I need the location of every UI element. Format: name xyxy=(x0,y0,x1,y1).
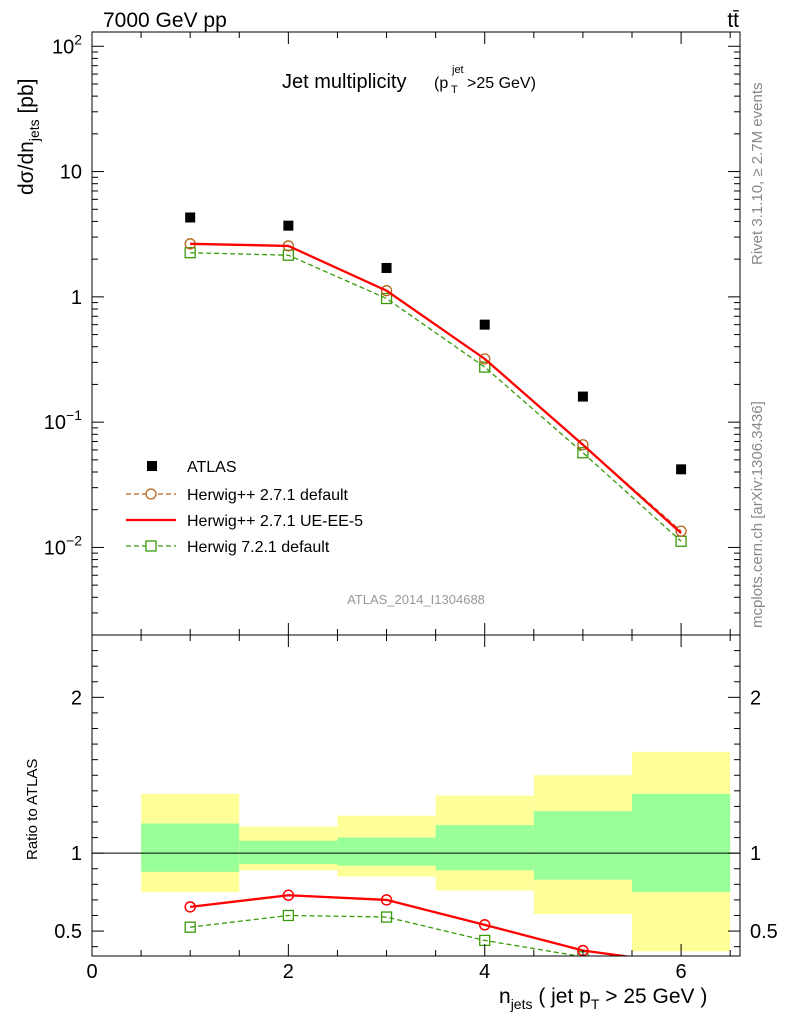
legend: ATLAS Herwig++ 2.7.1 default Herwig++ 2.7.… xyxy=(126,459,363,556)
legend-marker-herwigpp_default xyxy=(145,488,157,500)
ratio-line-herwigpp_ueee5 xyxy=(190,894,632,956)
uncertainty-band-inner xyxy=(435,825,534,871)
main-y-tick-label: 1 xyxy=(71,287,82,309)
process-label: tt̄ xyxy=(727,9,739,32)
atlas-data-point xyxy=(676,464,687,475)
main-point-herwig721 xyxy=(184,247,196,259)
svg-text:>25 GeV): >25 GeV) xyxy=(467,75,536,92)
atlas-data-point xyxy=(479,319,490,330)
legend-label-herwigpp_ueee5: Herwig++ 2.7.1 UE-EE-5 xyxy=(187,513,363,530)
uncertainty-band-inner xyxy=(533,811,632,880)
uncertainty-band-inner xyxy=(141,823,240,872)
uncertainty-band-inner xyxy=(337,837,436,866)
rivet-label: Rivet 3.1.10, ≥ 2.7M events xyxy=(749,83,766,266)
ratio-y-tick-label-right: 1 xyxy=(750,843,761,865)
svg-text:T: T xyxy=(451,84,458,96)
main-point-herwig721 xyxy=(577,447,589,459)
x-axis-label: njets ( jet pT > 25 GeV ) xyxy=(499,985,707,1012)
main-y-tick-exponent: −2 xyxy=(66,532,82,548)
atlas-data-point xyxy=(283,220,294,231)
ratio-point-herwig721 xyxy=(380,911,393,923)
atlas-data-point xyxy=(381,262,392,273)
ratio-ticks: 0.5 0.5 1 1 2 2 0 2 4 6 xyxy=(54,635,778,983)
main-y-axis-label: dσ/dnjets [pb] xyxy=(15,78,42,195)
ratio-point-herwig721 xyxy=(282,909,295,922)
main-y-tick-label: 10−1 xyxy=(44,407,82,434)
analysis-id: ATLAS_2014_I1304688 xyxy=(347,592,485,607)
main-point-herwig721 xyxy=(380,292,393,305)
main-y-tick-label: 10 xyxy=(60,162,82,184)
main-point-herwigpp_default xyxy=(380,285,393,297)
main-y-tick-label: 102 xyxy=(52,31,82,58)
ratio-point-herwigpp_ueee5 xyxy=(282,889,295,901)
source-label: mcplots.cern.ch [arXiv:1306.3436] xyxy=(749,401,766,628)
legend-label-atlas: ATLAS xyxy=(187,459,237,476)
ratio-point-herwigpp_ueee5 xyxy=(380,894,393,906)
legend-label-herwig721: Herwig 7.2.1 default xyxy=(187,539,330,556)
svg-text:njets ( jet pT > 25 GeV ): njets ( jet pT > 25 GeV ) xyxy=(499,985,707,1012)
ratio-point-herwig721 xyxy=(184,921,196,933)
main-point-herwig721 xyxy=(479,361,491,373)
ratio-point-herwigpp_ueee5 xyxy=(479,919,491,931)
ratio-frame xyxy=(91,634,741,957)
ratio-y-tick-label: 1 xyxy=(71,843,82,865)
atlas-data-point xyxy=(577,391,588,402)
ratio-y-tick-label-right: 2 xyxy=(750,687,761,709)
ratio-y-axis-label: Ratio to ATLAS xyxy=(24,759,41,860)
main-data-layer xyxy=(184,212,687,547)
main-point-herwig721 xyxy=(282,249,295,261)
plot-title-cut: (p jet T >25 GeV) xyxy=(434,64,536,96)
main-y-tick-exponent: 2 xyxy=(74,31,82,47)
ratio-point-herwigpp_ueee5 xyxy=(184,901,196,913)
uncertainty-band-inner xyxy=(239,840,338,865)
main-x-ticks xyxy=(91,32,731,635)
legend-marker-atlas xyxy=(147,461,157,471)
main-panel: 102 10 1 10−1 10−2 Jet multiplicity (p jet T… xyxy=(15,31,741,636)
main-point-herwigpp_default xyxy=(577,439,589,451)
legend-label-herwigpp_default: Herwig++ 2.7.1 default xyxy=(187,487,349,504)
main-line-herwig721 xyxy=(190,252,682,542)
legend-marker-herwig721 xyxy=(145,540,157,552)
beam-label: 7000 GeV pp xyxy=(103,9,227,32)
svg-text:(p: (p xyxy=(434,75,448,92)
main-y-tick-exponent: −1 xyxy=(66,407,82,423)
ratio-y-tick-label-right: 0.5 xyxy=(750,921,778,943)
atlas-data-point xyxy=(185,212,196,223)
svg-text:dσ/dnjets [pb]: dσ/dnjets [pb] xyxy=(15,78,42,195)
ratio-panel: 0.5 0.5 1 1 2 2 0 2 4 6 Ratio to ATLAS njets ( je… xyxy=(24,634,778,1012)
main-point-herwigpp_default xyxy=(479,353,491,365)
ratio-x-tick-label: 6 xyxy=(676,961,687,983)
ratio-y-tick-label: 2 xyxy=(71,687,82,709)
ratio-x-tick-label: 4 xyxy=(479,961,490,983)
main-y-tick-label: 10−2 xyxy=(44,532,82,559)
ratio-x-tick-label: 2 xyxy=(283,961,294,983)
ratio-line-herwig721 xyxy=(190,914,583,956)
ratio-y-tick-label: 0.5 xyxy=(54,921,82,943)
ratio-data-layer xyxy=(92,751,740,956)
main-line-herwigpp_ueee5 xyxy=(190,242,682,535)
svg-text:jet: jet xyxy=(451,64,464,76)
uncertainty-band-inner xyxy=(632,793,731,893)
plot-title: Jet multiplicity xyxy=(282,71,406,93)
ratio-x-tick-label: 0 xyxy=(86,961,97,983)
main-point-herwigpp_default xyxy=(675,525,687,537)
